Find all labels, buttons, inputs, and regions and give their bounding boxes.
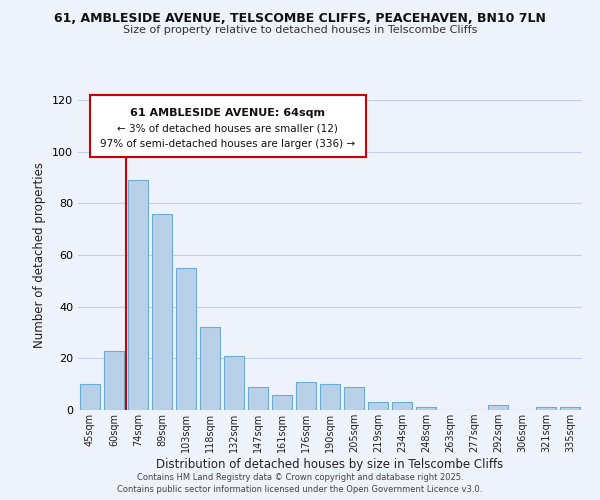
FancyBboxPatch shape (89, 95, 366, 157)
Bar (296, 382, 316, 410)
Text: 61 AMBLESIDE AVENUE: 64sqm: 61 AMBLESIDE AVENUE: 64sqm (130, 108, 325, 118)
Text: 97% of semi-detached houses are larger (336) →: 97% of semi-detached houses are larger (… (100, 138, 355, 149)
Bar (128, 180, 148, 410)
Bar (200, 328, 220, 410)
Bar (320, 384, 340, 410)
Bar (344, 387, 364, 410)
Bar (104, 350, 124, 410)
Bar (368, 402, 388, 410)
Bar (80, 384, 100, 410)
Y-axis label: Number of detached properties: Number of detached properties (34, 162, 46, 348)
X-axis label: Distribution of detached houses by size in Telscombe Cliffs: Distribution of detached houses by size … (157, 458, 503, 471)
Bar (248, 387, 268, 410)
Bar (560, 408, 580, 410)
Text: Size of property relative to detached houses in Telscombe Cliffs: Size of property relative to detached ho… (123, 25, 477, 35)
Bar (392, 402, 412, 410)
Text: Contains public sector information licensed under the Open Government Licence v3: Contains public sector information licen… (118, 484, 482, 494)
Bar (488, 405, 508, 410)
Bar (416, 408, 436, 410)
Text: ← 3% of detached houses are smaller (12): ← 3% of detached houses are smaller (12) (118, 123, 338, 133)
Bar (176, 268, 196, 410)
Text: 61, AMBLESIDE AVENUE, TELSCOMBE CLIFFS, PEACEHAVEN, BN10 7LN: 61, AMBLESIDE AVENUE, TELSCOMBE CLIFFS, … (54, 12, 546, 26)
Bar (272, 394, 292, 410)
Text: Contains HM Land Registry data © Crown copyright and database right 2025.: Contains HM Land Registry data © Crown c… (137, 473, 463, 482)
Bar (224, 356, 244, 410)
Bar (536, 408, 556, 410)
Bar (152, 214, 172, 410)
